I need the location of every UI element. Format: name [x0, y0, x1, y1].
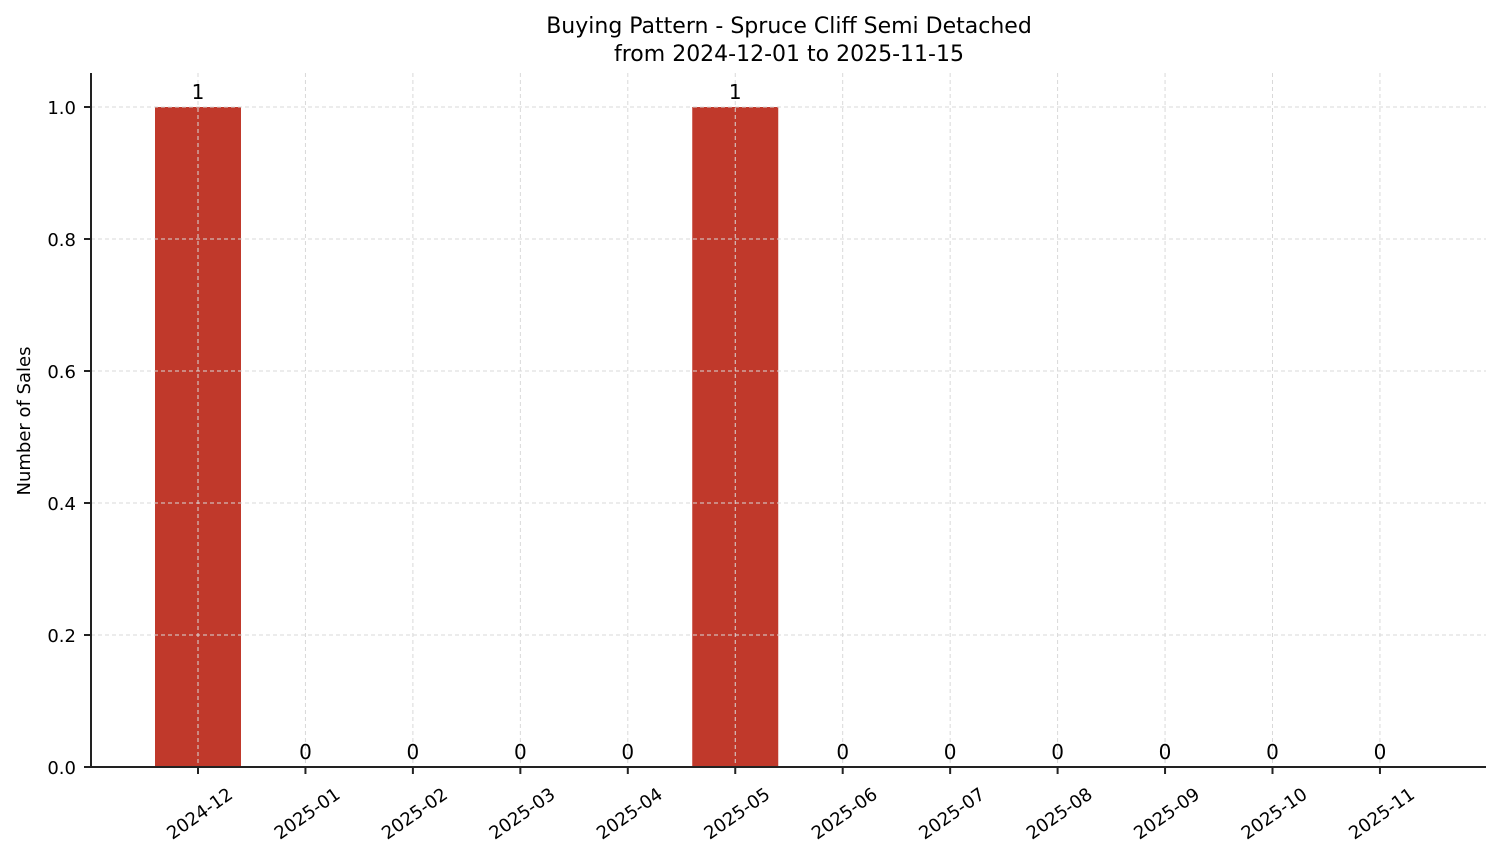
x-tick-label: 2025-03: [486, 784, 560, 844]
y-axis-ticks: 0.0 0.2 0.4 0.6 0.8 1.0: [47, 98, 91, 779]
bar-value-label: 0: [1374, 740, 1387, 764]
bar-value-label: 0: [1266, 740, 1279, 764]
y-tick-label: 0.6: [47, 362, 76, 383]
x-tick-label: 2025-11: [1345, 784, 1419, 844]
bar-value-label: 0: [1051, 740, 1064, 764]
y-tick-label: 0.4: [47, 494, 76, 515]
y-tick-label: 1.0: [47, 98, 76, 119]
bar-value-label: 1: [192, 80, 205, 104]
bar-value-label: 1: [729, 80, 742, 104]
y-tick-label: 0.8: [47, 230, 76, 251]
bar-value-label: 0: [621, 740, 634, 764]
bar-value-label: 0: [944, 740, 957, 764]
bar-value-label: 0: [514, 740, 527, 764]
x-tick-label: 2025-01: [271, 784, 345, 844]
chart-title: Buying Pattern - Spruce Cliff Semi Detac…: [546, 14, 1032, 39]
axes: [90, 73, 1486, 768]
y-tick-label: 0.0: [47, 758, 76, 779]
x-tick-label: 2025-06: [808, 784, 882, 844]
bars: [155, 107, 779, 767]
x-axis-ticks: 2024-12 2025-01 2025-02 2025-03 2025-04 2025-…: [163, 767, 1419, 844]
chart-subtitle: from 2024-12-01 to 2025-11-15: [614, 42, 964, 67]
x-tick-label: 2025-05: [700, 784, 774, 844]
x-tick-label: 2025-04: [593, 784, 667, 844]
bar-value-label: 0: [836, 740, 849, 764]
x-tick-label: 2025-08: [1023, 784, 1097, 844]
bar-value-label: 0: [407, 740, 420, 764]
x-tick-label: 2024-12: [163, 784, 237, 844]
grid-lines: [91, 73, 1486, 767]
bar-value-label: 0: [299, 740, 312, 764]
y-axis-label: Number of Sales: [14, 346, 35, 495]
y-tick-label: 0.2: [47, 626, 76, 647]
x-tick-label: 2025-09: [1130, 784, 1204, 844]
x-tick-label: 2025-02: [378, 784, 452, 844]
bar-value-label: 0: [1159, 740, 1172, 764]
x-tick-label: 2025-10: [1238, 784, 1312, 844]
x-tick-label: 2025-07: [915, 784, 989, 844]
bar-value-labels: 1 0 0 0 0 1 0 0 0 0 0 0: [192, 80, 1387, 764]
